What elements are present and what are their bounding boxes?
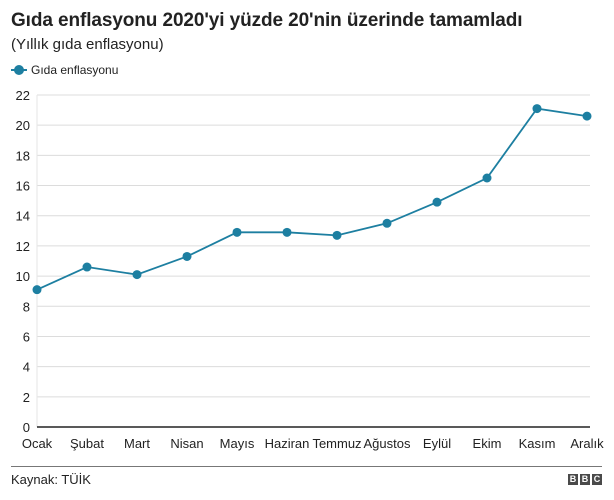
x-tick-label: Temmuz (312, 436, 361, 451)
data-point (182, 251, 192, 261)
chart-subtitle: (Yıllık gıda enflasyonu) (11, 36, 164, 53)
y-tick-label: 14 (16, 209, 30, 224)
bbc-logo-icon: B B C (568, 474, 602, 485)
x-tick-label: Şubat (70, 436, 104, 451)
source-text: Kaynak: TÜİK (11, 472, 91, 487)
y-tick-label: 6 (23, 329, 30, 344)
legend: Gıda enflasyonu (11, 63, 118, 77)
data-point (82, 262, 92, 272)
data-point (432, 197, 442, 207)
x-tick-label: Ekim (473, 436, 502, 451)
data-points (32, 104, 592, 295)
x-tick-label: Eylül (423, 436, 451, 451)
data-point (132, 270, 142, 280)
data-point (232, 227, 242, 237)
data-point (332, 230, 342, 240)
gridlines (36, 94, 590, 427)
legend-label: Gıda enflasyonu (31, 63, 119, 77)
legend-line-marker-icon (11, 65, 27, 75)
y-tick-label: 16 (16, 179, 30, 194)
data-point (382, 218, 392, 228)
x-tick-label: Haziran (265, 436, 310, 451)
x-axis-ticks: Ocak Şubat Mart Nisan Mayıs Haziran Temmuz Ağus… (22, 436, 604, 451)
x-tick-label: Mart (124, 436, 150, 451)
x-tick-label: Ağustos (364, 436, 411, 451)
chart-title: Gıda enflasyonu 2020'yi yüzde 20'nin üze… (11, 10, 523, 31)
x-tick-label: Aralık (570, 436, 604, 451)
data-point (532, 104, 542, 114)
data-point (282, 227, 292, 237)
x-tick-label: Nisan (170, 436, 203, 451)
y-tick-label: 12 (16, 239, 30, 254)
y-tick-label: 0 (23, 420, 30, 435)
y-tick-label: 18 (16, 148, 30, 163)
y-tick-label: 10 (16, 269, 30, 284)
data-point (482, 173, 492, 183)
series-line-gida-enflasyonu (36, 107, 588, 291)
x-tick-label: Mayıs (220, 436, 255, 451)
y-tick-label: 22 (16, 88, 30, 103)
y-tick-label: 20 (16, 118, 30, 133)
y-tick-label: 4 (23, 360, 30, 375)
y-axis-ticks: 0 2 4 6 8 10 12 14 16 18 20 22 (16, 88, 30, 435)
data-point (582, 111, 592, 121)
x-tick-label: Kasım (519, 436, 556, 451)
data-point (32, 285, 42, 295)
y-tick-label: 8 (23, 299, 30, 314)
x-tick-label: Ocak (22, 436, 53, 451)
footer-divider (11, 466, 602, 467)
y-tick-label: 2 (23, 390, 30, 405)
